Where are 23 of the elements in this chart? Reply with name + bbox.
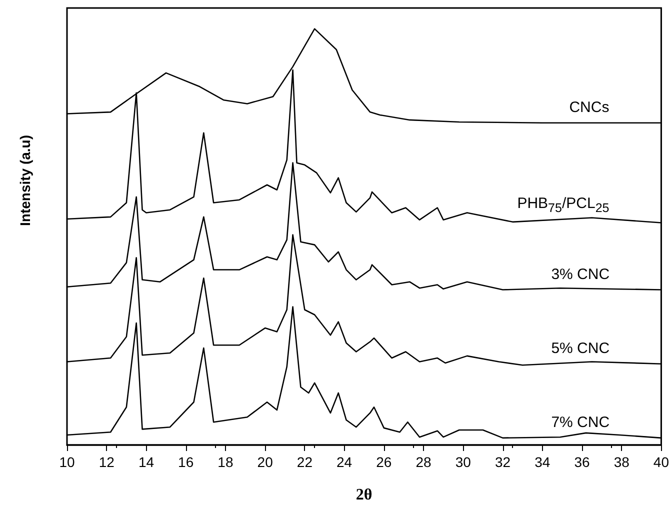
x-tick-label: 22 [296, 454, 313, 470]
x-axis-title: 2θ [356, 486, 372, 504]
x-tick-label: 18 [218, 454, 234, 470]
series-label: CNCs [569, 98, 610, 116]
x-tick-label: 26 [376, 454, 392, 470]
x-tick-label: 38 [614, 454, 630, 470]
x-tick-label: 36 [574, 454, 590, 470]
x-tick-label: 10 [59, 454, 75, 470]
x-tick-label: 24 [336, 454, 352, 470]
x-tick-label: 12 [98, 454, 115, 470]
x-tick-label: 40 [653, 454, 670, 470]
series-label: PHB$_{75}$/PCL$_{25}$ [517, 194, 610, 215]
x-tick-label: 14 [138, 454, 154, 470]
x-tick-label: 32 [494, 454, 511, 470]
x-tick-label: 20 [257, 454, 274, 470]
series-label: 3% CNC [551, 266, 610, 283]
x-tick-label: 30 [455, 454, 472, 470]
x-tick-label: 16 [178, 454, 194, 470]
y-axis-title: Intensity (a.u) [17, 134, 33, 226]
x-tick-label: 28 [416, 454, 432, 470]
series-label: 7% CNC [551, 414, 610, 431]
series-label: 5% CNC [551, 340, 610, 357]
x-tick-label: 34 [534, 454, 550, 470]
